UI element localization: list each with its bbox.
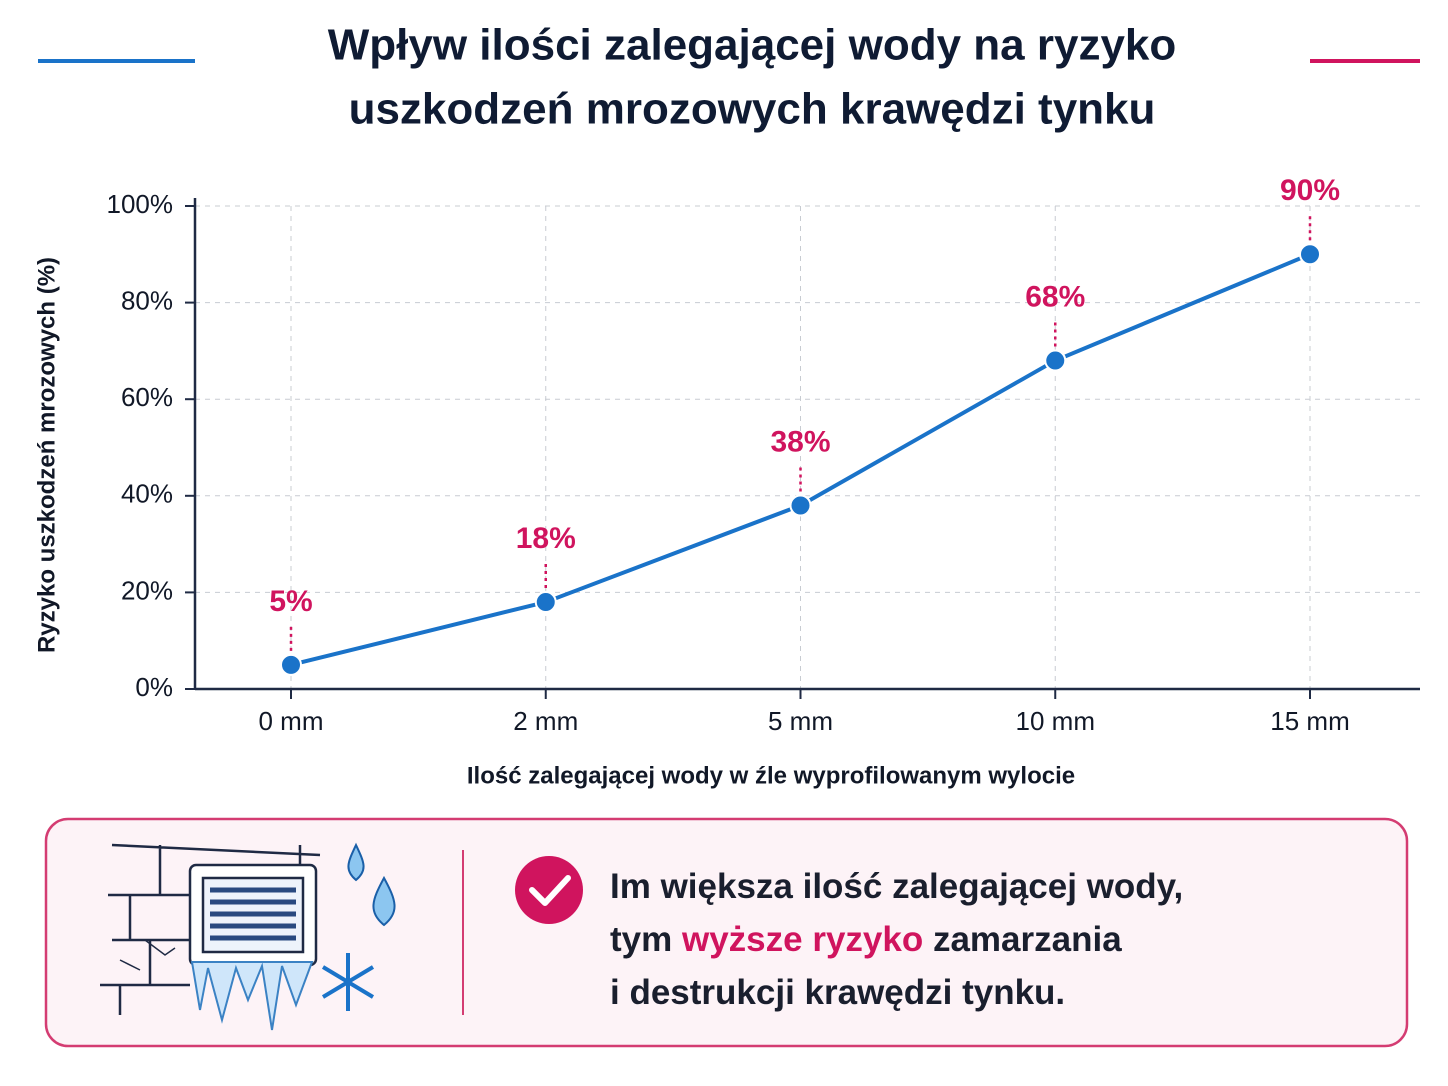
y-tick-label: 60% <box>121 382 173 412</box>
callout-line: Im większa ilość zalegającej wody, <box>610 867 1184 906</box>
data-point <box>280 653 302 676</box>
y-tick-label: 80% <box>121 285 173 315</box>
illustration <box>100 842 396 1031</box>
x-tick-label: 10 mm <box>1016 706 1095 736</box>
x-tick-label: 15 mm <box>1270 706 1349 736</box>
x-tick-label: 2 mm <box>513 706 578 736</box>
callout-text: tym <box>610 920 673 959</box>
chart-title: uszkodzeń mrozowych krawędzi tynku <box>349 85 1156 134</box>
data-label: 68% <box>1025 280 1085 313</box>
data-label: 18% <box>516 522 576 555</box>
callout-box <box>44 817 1409 1048</box>
x-tick-label: 5 mm <box>768 706 833 736</box>
data-point <box>789 494 812 517</box>
callout-line: i destrukcji krawędzi tynku. <box>610 973 1066 1012</box>
check-mark <box>529 875 571 906</box>
check-icon <box>515 856 583 924</box>
callout-text: zamarzania <box>932 920 1122 959</box>
chart-title: Wpływ ilości zalegającej wody na ryzyko <box>328 21 1177 70</box>
callout-highlight: wyższe ryzyko <box>681 920 924 959</box>
y-tick-label: 20% <box>121 575 173 605</box>
callout-text: Im większa ilość zalegającej wody, tym w… <box>610 860 1183 1019</box>
data-label: 5% <box>269 585 312 618</box>
x-axis-title: Ilość zalegającej wody w źle wyprofilowa… <box>467 762 1075 789</box>
data-point <box>1044 349 1067 372</box>
y-axis-title: Ryzyko uszkodzeń mrozowych (%) <box>33 257 60 653</box>
data-point <box>534 591 557 614</box>
callout-line: tym wyższe ryzyko zamarzania <box>610 913 1183 966</box>
y-tick-label: 0% <box>135 672 173 702</box>
y-tick-label: 100% <box>107 189 174 219</box>
data-label: 38% <box>770 425 830 458</box>
data-point <box>1299 243 1321 266</box>
data-label: 90% <box>1280 174 1340 207</box>
x-tick-label: 0 mm <box>259 706 324 736</box>
y-tick-label: 40% <box>121 479 173 509</box>
